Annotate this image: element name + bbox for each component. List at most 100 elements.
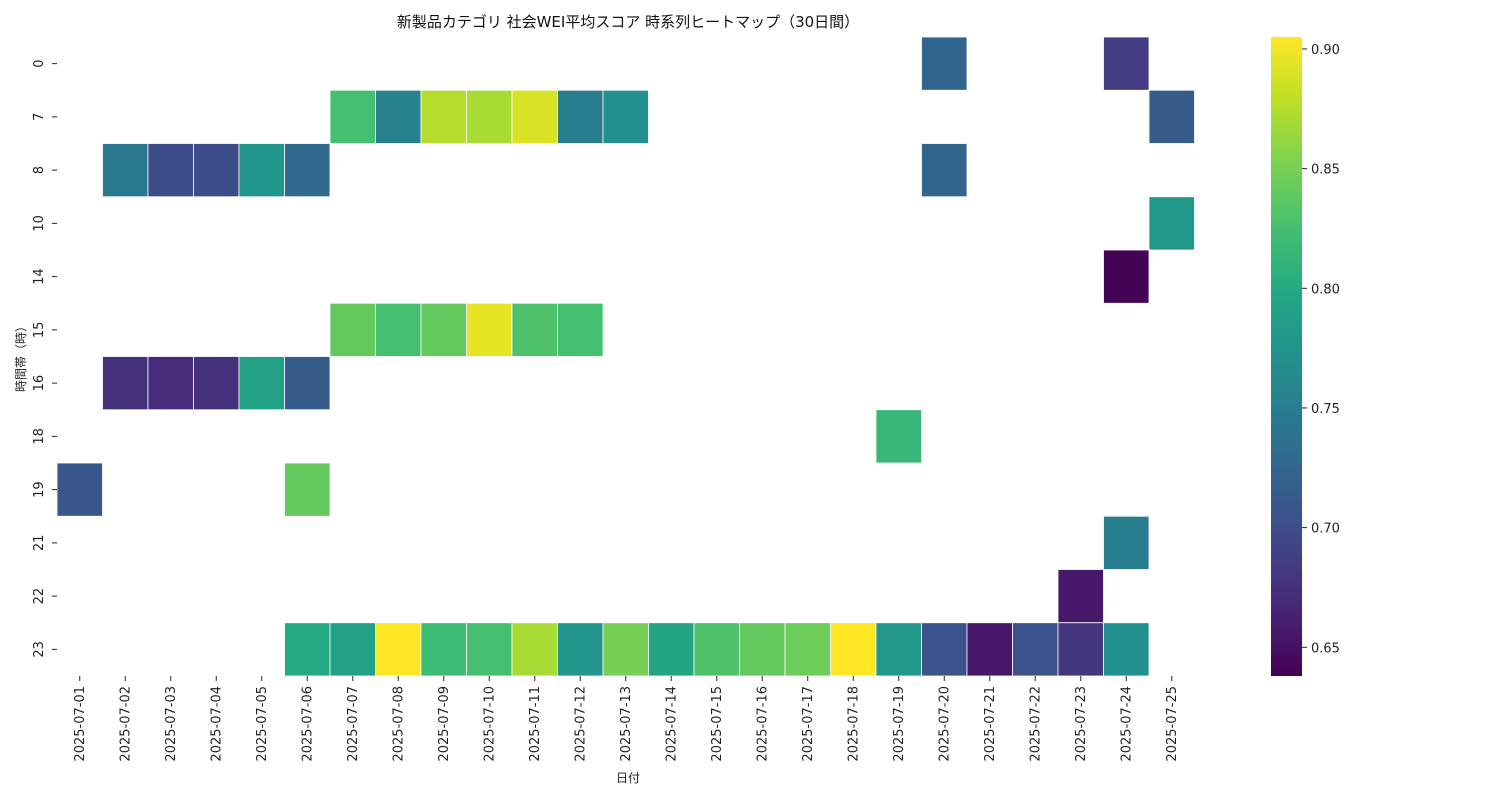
x-tick-label: 2025-07-18: [846, 686, 861, 762]
x-tick-label: 2025-07-14: [664, 686, 679, 762]
heatmap-cell: [784, 622, 831, 677]
y-tick-label: 22: [32, 588, 47, 605]
heatmap-cell: [875, 622, 922, 677]
colorbar-tick-label: 0.75: [1311, 402, 1340, 417]
heatmap-cell: [102, 356, 149, 411]
colorbar-tick-label: 0.70: [1311, 522, 1340, 537]
heatmap-cell: [466, 302, 513, 357]
heatmap-cell: [147, 143, 194, 198]
heatmap-cell: [102, 143, 149, 198]
x-tick-label: 2025-07-19: [892, 686, 907, 762]
colorbar: [1271, 37, 1302, 676]
heatmap-cell: [420, 302, 467, 357]
colorbar-tick-label: 0.65: [1311, 641, 1340, 656]
heatmap-cell: [238, 356, 285, 411]
y-tick-label: 15: [32, 322, 47, 339]
heatmap-cell: [921, 143, 968, 198]
x-tick-label: 2025-07-22: [1028, 686, 1043, 762]
x-tick-label: 2025-07-16: [755, 686, 770, 762]
y-tick-label: 8: [32, 166, 47, 174]
y-tick-label: 14: [32, 268, 47, 285]
y-tick-label: 23: [32, 641, 47, 658]
y-tick-label: 19: [32, 481, 47, 498]
heatmap-cell: [1057, 622, 1104, 677]
x-tick-label: 2025-07-11: [528, 686, 543, 762]
heatmap-cell: [1103, 622, 1150, 677]
heatmap-cell: [193, 143, 240, 198]
x-tick-label: 2025-07-02: [118, 686, 133, 762]
heatmap-cell: [147, 356, 194, 411]
x-tick-label: 2025-07-05: [255, 686, 270, 762]
y-axis-label: 時間帯（時）: [14, 320, 28, 392]
heatmap-cell: [602, 622, 649, 677]
heatmap-cell: [284, 143, 331, 198]
heatmap-cell: [420, 622, 467, 677]
x-tick-label: 2025-07-13: [619, 686, 634, 762]
heatmap-cell: [375, 89, 422, 144]
heatmap-cell: [557, 302, 604, 357]
heatmap-cells: [56, 36, 1195, 677]
x-tick-label: 2025-07-08: [391, 686, 406, 762]
x-tick-label: 2025-07-23: [1074, 686, 1089, 762]
heatmap-cell: [921, 36, 968, 91]
heatmap-cell: [329, 302, 376, 357]
x-tick-label: 2025-07-21: [983, 686, 998, 762]
heatmap-cell: [56, 462, 103, 517]
heatmap-cell: [284, 356, 331, 411]
heatmap-cell: [238, 143, 285, 198]
heatmap-cell: [1103, 515, 1150, 570]
heatmap-cell: [420, 89, 467, 144]
heatmap-cell: [602, 89, 649, 144]
heatmap-cell: [1148, 196, 1195, 251]
colorbar-tick-label: 0.85: [1311, 163, 1340, 178]
heatmap-cell: [739, 622, 786, 677]
heatmap-cell: [875, 409, 922, 464]
heatmap-cell: [1103, 36, 1150, 91]
heatmap-cell: [921, 622, 968, 677]
x-tick-label: 2025-07-25: [1165, 686, 1180, 762]
heatmap-cell: [1103, 249, 1150, 304]
x-tick-label: 2025-07-01: [73, 686, 88, 762]
x-tick-label: 2025-07-10: [482, 686, 497, 762]
x-tick-label: 2025-07-07: [346, 686, 361, 762]
x-tick-label: 2025-07-03: [164, 686, 179, 762]
heatmap-cell: [557, 89, 604, 144]
heatmap-cell: [511, 302, 558, 357]
y-axis-ticks: 0 7 8 10 14 15 16 18 19 21 22 23: [32, 59, 57, 658]
y-tick-label: 21: [32, 535, 47, 552]
heatmap-cell: [466, 89, 513, 144]
y-tick-label: 18: [32, 428, 47, 445]
y-tick-label: 7: [32, 113, 47, 121]
colorbar-tick-label: 0.90: [1311, 43, 1340, 58]
heatmap-cell: [830, 622, 877, 677]
x-tick-label: 2025-07-12: [573, 686, 588, 762]
x-tick-label: 2025-07-09: [437, 686, 452, 762]
heatmap-cell: [693, 622, 740, 677]
x-axis-ticks: 2025-07-01 2025-07-02 2025-07-03 2025-07-04…: [73, 676, 1180, 762]
x-tick-label: 2025-07-20: [937, 686, 952, 762]
heatmap-cell: [1012, 622, 1059, 677]
heatmap-cell: [648, 622, 695, 677]
heatmap-cell: [329, 622, 376, 677]
heatmap-cell: [466, 622, 513, 677]
x-axis-label: 日付: [616, 771, 640, 785]
heatmap-cell: [375, 302, 422, 357]
heatmap-cell: [511, 89, 558, 144]
y-tick-label: 10: [32, 215, 47, 232]
heatmap-cell: [511, 622, 558, 677]
heatmap-cell: [329, 89, 376, 144]
colorbar-tick-label: 0.80: [1311, 282, 1340, 297]
heatmap-cell: [193, 356, 240, 411]
y-tick-label: 16: [32, 375, 47, 392]
heatmap-cell: [284, 622, 331, 677]
x-tick-label: 2025-07-17: [801, 686, 816, 762]
x-tick-label: 2025-07-06: [300, 686, 315, 762]
chart-title: 新製品カテゴリ 社会WEI平均スコア 時系列ヒートマップ（30日間）: [397, 13, 859, 31]
x-tick-label: 2025-07-04: [209, 686, 224, 762]
colorbar-ticks: 0.65 0.70 0.75 0.80 0.85 0.90: [1302, 43, 1340, 656]
heatmap-cell: [966, 622, 1013, 677]
heatmap-cell: [284, 462, 331, 517]
heatmap-cell: [375, 622, 422, 677]
heatmap-cell: [1148, 89, 1195, 144]
